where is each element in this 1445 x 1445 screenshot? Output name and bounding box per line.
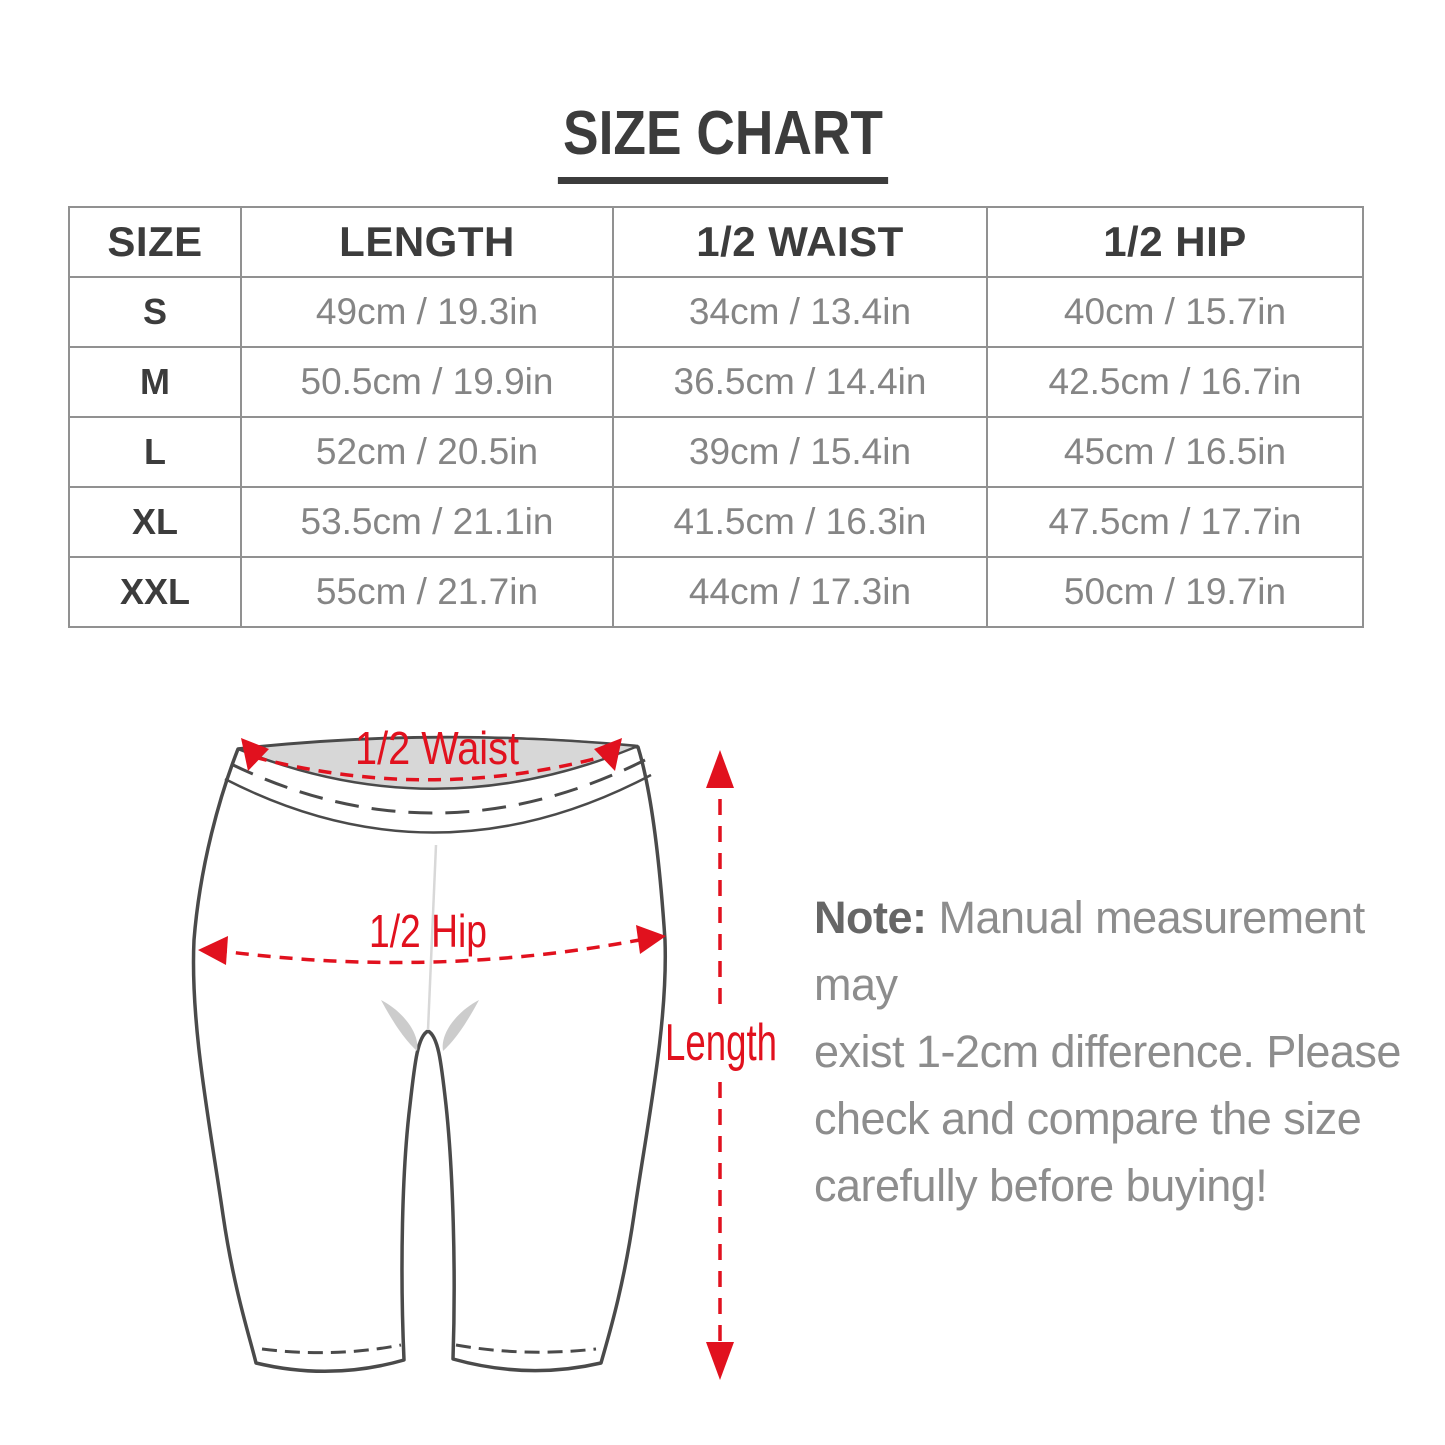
note-line: Note: Manual measurement may bbox=[814, 892, 1365, 1010]
waistband bbox=[237, 735, 639, 790]
table-row: L 52cm / 20.5in 39cm / 15.4in 45cm / 16.… bbox=[68, 416, 1364, 488]
crotch-gusset-right bbox=[442, 1000, 479, 1051]
waistband-bottom-edge bbox=[224, 773, 652, 834]
waist-label: 1/2 Waist bbox=[355, 722, 519, 774]
shorts-outline bbox=[191, 735, 668, 1374]
hip-value: 47.5cm / 17.7in bbox=[986, 486, 1364, 558]
waist-arrow bbox=[241, 738, 622, 782]
page-title: SIZE CHART bbox=[557, 98, 888, 184]
table-header-row: SIZE LENGTH 1/2 WAIST 1/2 HIP bbox=[68, 206, 1364, 278]
hip-value: 45cm / 16.5in bbox=[986, 416, 1364, 488]
table-row: XL 53.5cm / 21.1in 41.5cm / 16.3in 47.5c… bbox=[68, 486, 1364, 558]
hip-label: 1/2 Hip bbox=[369, 905, 487, 957]
size-table: SIZE LENGTH 1/2 WAIST 1/2 HIP S 49cm / 1… bbox=[68, 206, 1364, 628]
length-value: 53.5cm / 21.1in bbox=[240, 486, 614, 558]
page-header: SIZE CHART bbox=[0, 98, 1445, 184]
size-label: L bbox=[68, 416, 242, 488]
waist-value: 34cm / 13.4in bbox=[612, 276, 988, 348]
header-half-waist: 1/2 WAIST bbox=[612, 206, 988, 278]
note-line: carefully before buying! bbox=[814, 1160, 1268, 1211]
length-value: 52cm / 20.5in bbox=[240, 416, 614, 488]
header-length: LENGTH bbox=[240, 206, 614, 278]
table-row: XXL 55cm / 21.7in 44cm / 17.3in 50cm / 1… bbox=[68, 556, 1364, 628]
size-label: XL bbox=[68, 486, 242, 558]
header-half-hip: 1/2 HIP bbox=[986, 206, 1364, 278]
length-value: 50.5cm / 19.9in bbox=[240, 346, 614, 418]
header-size: SIZE bbox=[68, 206, 242, 278]
length-arrow bbox=[706, 750, 734, 1380]
waist-value: 41.5cm / 16.3in bbox=[612, 486, 988, 558]
table-row: S 49cm / 19.3in 34cm / 13.4in 40cm / 15.… bbox=[68, 276, 1364, 348]
size-label: XXL bbox=[68, 556, 242, 628]
waistband-stitch-dashed bbox=[230, 758, 646, 815]
hip-value: 50cm / 19.7in bbox=[986, 556, 1364, 628]
hip-value: 40cm / 15.7in bbox=[986, 276, 1364, 348]
waist-value: 39cm / 15.4in bbox=[612, 416, 988, 488]
crotch-gusset-left bbox=[381, 1000, 418, 1051]
note-label: Note: bbox=[814, 892, 927, 943]
size-label: S bbox=[68, 276, 242, 348]
note-line: exist 1-2cm difference. Please bbox=[814, 1026, 1401, 1077]
waist-value: 36.5cm / 14.4in bbox=[612, 346, 988, 418]
measurement-note: Note: Manual measurement may exist 1-2cm… bbox=[814, 884, 1414, 1219]
hip-value: 42.5cm / 16.7in bbox=[986, 346, 1364, 418]
hem-stitch-left bbox=[261, 1343, 402, 1355]
hip-arrow bbox=[198, 925, 666, 965]
waist-value: 44cm / 17.3in bbox=[612, 556, 988, 628]
length-value: 55cm / 21.7in bbox=[240, 556, 614, 628]
hem-stitch-right bbox=[455, 1343, 597, 1354]
size-label: M bbox=[68, 346, 242, 418]
center-seam bbox=[426, 844, 438, 1031]
length-value: 49cm / 19.3in bbox=[240, 276, 614, 348]
length-label: Length bbox=[665, 1014, 777, 1072]
table-row: M 50.5cm / 19.9in 36.5cm / 14.4in 42.5cm… bbox=[68, 346, 1364, 418]
note-line: check and compare the size bbox=[814, 1093, 1362, 1144]
